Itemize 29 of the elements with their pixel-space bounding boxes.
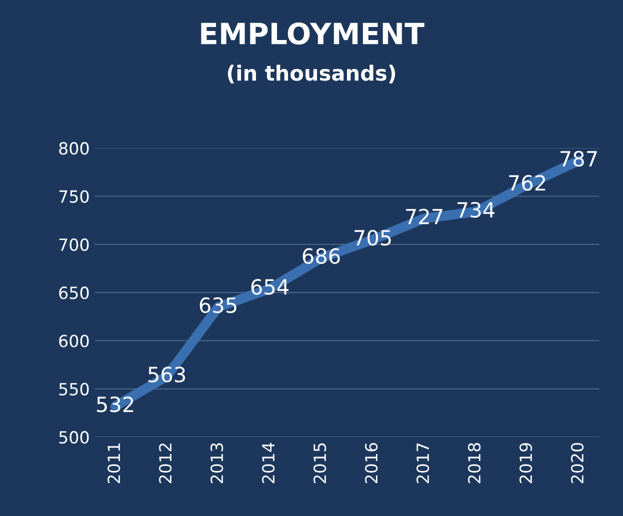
y-tick-label: 700 <box>59 238 89 251</box>
data-label: 705 <box>354 230 391 246</box>
data-label: 635 <box>200 297 236 314</box>
x-tick-label: 2020 <box>570 443 584 484</box>
x-tick-label: 2016 <box>364 442 378 484</box>
x-tick-label: 2018 <box>468 443 481 484</box>
y-tick-label: 600 <box>59 334 89 348</box>
y-tick-label: 500 <box>59 431 89 444</box>
y-tick-label: 650 <box>59 286 89 300</box>
x-tick-label: 2014 <box>262 442 275 484</box>
x-tick-label: 2015 <box>313 443 326 484</box>
data-label: 787 <box>560 150 597 167</box>
data-label: 734 <box>458 202 494 218</box>
data-label: 532 <box>97 396 134 412</box>
data-label: 563 <box>148 366 185 382</box>
y-tick-label: 800 <box>59 142 89 155</box>
data-label: 686 <box>302 248 340 264</box>
y-tick-label: 750 <box>59 190 89 203</box>
data-label: 762 <box>509 174 546 191</box>
x-tick-label: 2019 <box>519 443 532 484</box>
chart-title: EMPLOYMENT <box>201 22 424 45</box>
data-label: 727 <box>406 208 442 224</box>
x-tick-label: 2011 <box>108 443 120 484</box>
x-tick-label: 2012 <box>159 444 172 484</box>
x-tick-label: 2013 <box>210 443 224 484</box>
y-tick-label: 550 <box>59 382 89 396</box>
chart-subtitle: (in thousands) <box>228 64 396 84</box>
data-label: 654 <box>251 279 288 295</box>
x-tick-label: 2017 <box>416 443 430 484</box>
